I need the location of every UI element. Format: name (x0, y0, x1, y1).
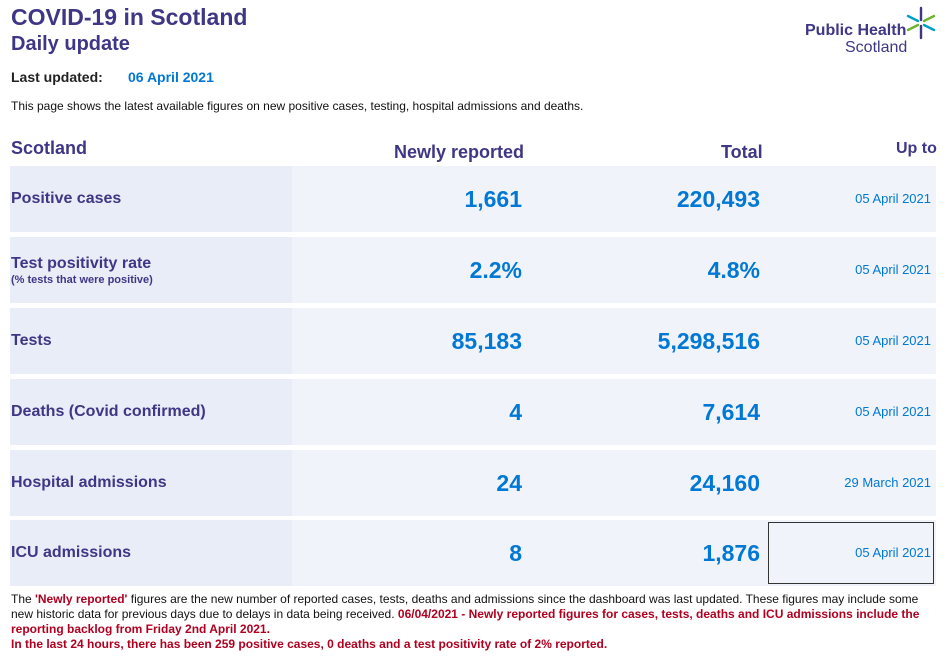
newly-reported-highlight: 'Newly reported' (35, 592, 128, 606)
last-updated-value: 06 April 2021 (128, 69, 214, 85)
last-updated-label: Last updated: (11, 69, 103, 85)
total-value: 220,493 (676, 186, 760, 212)
table-row: Hospital admissions 24 24,160 29 March 2… (10, 450, 936, 516)
page-subtitle: Daily update (11, 33, 130, 55)
newly-reported-value: 24 (496, 470, 522, 496)
footer-paragraph: The 'Newly reported' figures are the new… (11, 592, 920, 636)
row-label: Test positivity rate (11, 255, 152, 272)
newly-reported-value: 4 (509, 399, 522, 425)
total-value: 1,876 (702, 540, 760, 566)
table-row: Positive cases 1,661 220,493 05 April 20… (10, 166, 936, 232)
intro-text: This page shows the latest available fig… (11, 99, 584, 113)
row-label: Positive cases (11, 190, 122, 207)
public-health-scotland-logo: Public Health Scotland (800, 6, 940, 62)
logo-line-1: Public Health (805, 22, 907, 39)
row-label: ICU admissions (11, 544, 132, 561)
up-to-date: 29 March 2021 (844, 475, 931, 490)
newly-reported-value: 1,661 (464, 186, 522, 212)
last-24-hours-summary: In the last 24 hours, there has been 259… (11, 637, 608, 651)
up-to-date: 05 April 2021 (855, 333, 931, 348)
table-row: Tests 85,183 5,298,516 05 April 2021 (10, 308, 936, 374)
row-label: Hospital admissions (11, 474, 167, 491)
total-value: 7,614 (702, 399, 760, 425)
column-header-up-to: Up to (896, 140, 937, 157)
row-label: Tests (11, 332, 52, 349)
page-title: COVID-19 in Scotland (11, 4, 248, 30)
total-value: 24,160 (689, 470, 760, 496)
column-header-newly-reported: Newly reported (394, 142, 525, 162)
up-to-date: 05 April 2021 (855, 545, 931, 560)
selection-outline (768, 522, 934, 584)
logo-line-2: Scotland (845, 39, 908, 56)
table-row: Deaths (Covid confirmed) 4 7,614 05 Apri… (10, 379, 936, 445)
row-sublabel: (% tests that were positive) (11, 274, 153, 286)
newly-reported-value: 85,183 (451, 328, 522, 354)
up-to-date: 05 April 2021 (855, 404, 931, 419)
up-to-date: 05 April 2021 (855, 191, 931, 206)
table-row: Test positivity rate (% tests that were … (10, 237, 936, 303)
column-header-region: Scotland (11, 138, 88, 158)
star-icon (906, 6, 936, 40)
footer-notes: The 'Newly reported' figures are the new… (11, 592, 936, 652)
newly-reported-value: 8 (509, 540, 522, 566)
row-label: Deaths (Covid confirmed) (11, 403, 206, 420)
backlog-notice: 06/04/2021 - Newly reported figures for … (11, 607, 920, 636)
total-value: 5,298,516 (657, 328, 760, 354)
up-to-date: 05 April 2021 (855, 262, 931, 277)
table-row: ICU admissions 8 1,876 05 April 2021 (10, 520, 936, 586)
total-value: 4.8% (707, 257, 760, 283)
newly-reported-value: 2.2% (469, 257, 522, 283)
column-header-total: Total (721, 142, 763, 162)
